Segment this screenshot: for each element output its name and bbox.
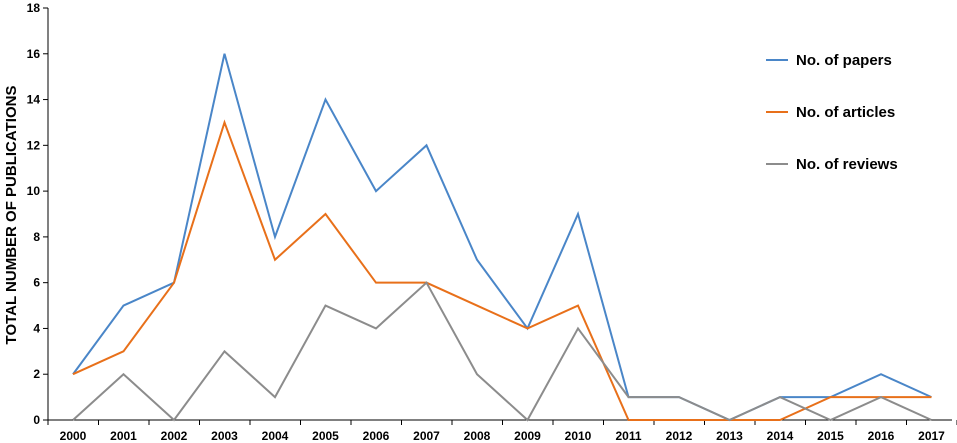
x-tick-label: 2001	[110, 429, 137, 443]
x-tick-label: 2014	[767, 429, 794, 443]
series-line-1	[72, 53, 932, 422]
y-axis-label: TOTAL NUMBER OF PUBLICATIONS	[3, 86, 20, 345]
y-tick-label: 8	[33, 230, 40, 244]
x-tick-label: 2004	[262, 429, 289, 443]
series-line-2	[72, 119, 932, 421]
y-tick-label: 0	[33, 413, 40, 427]
x-tick-label: 2008	[464, 429, 491, 443]
legend-label-1: No. of papers	[796, 52, 892, 69]
x-tick-label: 2006	[363, 429, 390, 443]
x-tick-label: 2007	[413, 429, 440, 443]
x-tick-label: 2016	[868, 429, 895, 443]
x-tick-label: 2010	[565, 429, 592, 443]
x-tick-label: 2009	[514, 429, 541, 443]
x-tick-label: 2015	[817, 429, 844, 443]
y-tick-label: 2	[33, 367, 40, 381]
y-tick-label: 18	[27, 1, 41, 15]
y-tick-label: 14	[27, 93, 41, 107]
x-tick-label: 2011	[615, 429, 641, 443]
y-tick-label: 16	[27, 47, 41, 61]
series-line-3	[72, 281, 932, 422]
y-tick-label: 6	[33, 276, 40, 290]
y-tick-label: 4	[33, 321, 40, 335]
y-tick-label: 10	[27, 184, 41, 198]
x-tick-label: 2012	[666, 429, 693, 443]
x-tick-label: 2017	[918, 429, 945, 443]
x-tick-label: 2000	[60, 429, 87, 443]
x-tick-label: 2005	[312, 429, 339, 443]
legend-label-2: No. of articles	[796, 104, 895, 121]
y-tick-label: 12	[27, 138, 41, 152]
x-tick-label: 2013	[716, 429, 743, 443]
legend-label-3: No. of reviews	[796, 156, 898, 173]
x-tick-label: 2003	[211, 429, 238, 443]
x-tick-label: 2002	[161, 429, 188, 443]
